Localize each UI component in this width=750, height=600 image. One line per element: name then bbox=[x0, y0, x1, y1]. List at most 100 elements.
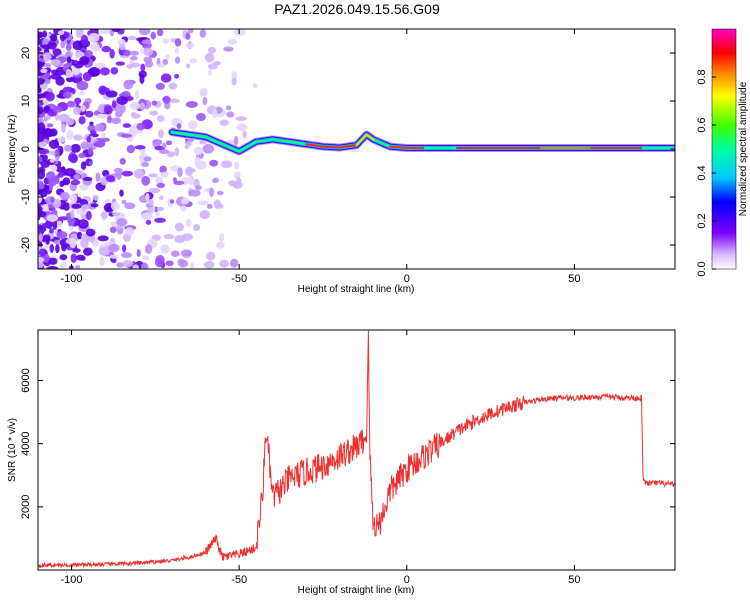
noise-blob bbox=[60, 123, 66, 133]
noise-blob bbox=[186, 63, 191, 69]
noise-blob bbox=[106, 115, 112, 124]
noise-blob bbox=[141, 175, 151, 186]
noise-blob bbox=[136, 249, 141, 257]
noise-blob bbox=[143, 56, 153, 63]
noise-blob bbox=[38, 77, 45, 85]
noise-blob bbox=[38, 180, 44, 189]
noise-blob bbox=[193, 146, 204, 155]
noise-blob bbox=[187, 120, 198, 130]
noise-blob bbox=[235, 116, 247, 121]
noise-blob bbox=[76, 231, 83, 240]
noise-blob bbox=[94, 123, 105, 132]
noise-blob bbox=[174, 56, 181, 64]
noise-blob bbox=[233, 171, 241, 179]
noise-blob bbox=[75, 29, 85, 38]
ridge-core bbox=[305, 143, 358, 149]
noise-blob bbox=[126, 144, 135, 154]
noise-blob bbox=[116, 96, 128, 105]
noise-blob bbox=[132, 264, 139, 269]
noise-blob bbox=[92, 194, 99, 201]
noise-blob bbox=[105, 90, 118, 98]
colorbar-gradient bbox=[711, 28, 737, 270]
x-tick-label: 50 bbox=[568, 273, 580, 285]
noise-blob bbox=[207, 63, 218, 70]
noise-blob bbox=[38, 51, 45, 56]
noise-blob bbox=[59, 262, 68, 268]
noise-blob bbox=[199, 210, 211, 220]
noise-blob bbox=[46, 63, 52, 69]
colorbar: 0.0 0.2 0.4 0.6 0.8 Normalized spectral ampl… bbox=[696, 28, 749, 277]
noise-blob bbox=[185, 218, 192, 228]
noise-blob bbox=[41, 222, 49, 229]
noise-blob bbox=[67, 153, 78, 162]
noise-blob bbox=[94, 140, 106, 148]
noise-blob bbox=[64, 144, 72, 152]
noise-blob bbox=[50, 196, 55, 204]
noise-blob bbox=[111, 29, 121, 33]
noise-blob bbox=[65, 44, 72, 51]
noise-blob bbox=[177, 259, 189, 268]
noise-blob bbox=[85, 210, 92, 221]
noise-blob bbox=[225, 105, 232, 111]
noise-blob bbox=[85, 110, 94, 118]
noise-blob bbox=[80, 161, 87, 171]
noise-blob bbox=[129, 55, 138, 61]
noise-blob bbox=[158, 149, 170, 154]
x-tick-label: -100 bbox=[61, 574, 83, 586]
noise-blob bbox=[109, 254, 119, 259]
noise-blob bbox=[160, 171, 169, 178]
noise-blob bbox=[97, 235, 109, 242]
noise-blob bbox=[212, 108, 218, 119]
noise-blob bbox=[56, 231, 68, 240]
y-tick-label: 2000 bbox=[20, 495, 32, 519]
noise-blob bbox=[199, 29, 207, 38]
noise-blob bbox=[55, 243, 60, 254]
noise-blob bbox=[129, 50, 140, 56]
noise-blob bbox=[87, 147, 94, 156]
ridge-core bbox=[389, 145, 425, 150]
noise-blob bbox=[121, 170, 134, 177]
noise-blob bbox=[79, 220, 87, 227]
noise-blob bbox=[103, 105, 113, 115]
snr-frame bbox=[37, 329, 676, 571]
ridge-core bbox=[355, 133, 375, 147]
noise-blob bbox=[203, 261, 215, 269]
noise-blob bbox=[155, 176, 163, 185]
noise-blob bbox=[57, 30, 65, 36]
snr-y-ticks: 2000 4000 6000 bbox=[20, 368, 675, 519]
noise-blob bbox=[55, 148, 60, 157]
noise-blob bbox=[231, 77, 237, 86]
noise-blob bbox=[88, 32, 100, 43]
noise-blob bbox=[38, 36, 41, 45]
noise-blob bbox=[73, 173, 81, 180]
noise-blob bbox=[72, 40, 83, 51]
noise-blob bbox=[49, 158, 55, 163]
noise-blob bbox=[150, 31, 157, 40]
noise-blob bbox=[167, 265, 174, 269]
noise-blob bbox=[173, 180, 185, 186]
noise-blob bbox=[216, 190, 224, 196]
noise-blob bbox=[87, 124, 96, 132]
noise-blob bbox=[99, 67, 110, 76]
noise-blob bbox=[38, 122, 46, 133]
noise-blob bbox=[82, 247, 93, 256]
noise-blob bbox=[66, 56, 72, 64]
noise-blob bbox=[82, 71, 92, 82]
noise-blob bbox=[70, 209, 75, 219]
noise-blob bbox=[101, 45, 111, 53]
noise-blob bbox=[181, 197, 190, 205]
noise-blob bbox=[194, 156, 201, 167]
noise-blob bbox=[202, 96, 208, 106]
y-tick-label: 6000 bbox=[20, 368, 32, 392]
noise-blob bbox=[131, 113, 141, 119]
noise-blob bbox=[153, 217, 166, 223]
noise-blob bbox=[75, 264, 81, 269]
y-tick-label: 20 bbox=[20, 47, 32, 59]
noise-blob bbox=[49, 243, 54, 254]
noise-blob bbox=[69, 238, 77, 249]
noise-blob bbox=[127, 35, 137, 41]
noise-blob bbox=[155, 82, 166, 90]
spectrogram-noise bbox=[38, 29, 258, 269]
noise-blob bbox=[84, 50, 93, 58]
noise-blob bbox=[38, 261, 44, 269]
